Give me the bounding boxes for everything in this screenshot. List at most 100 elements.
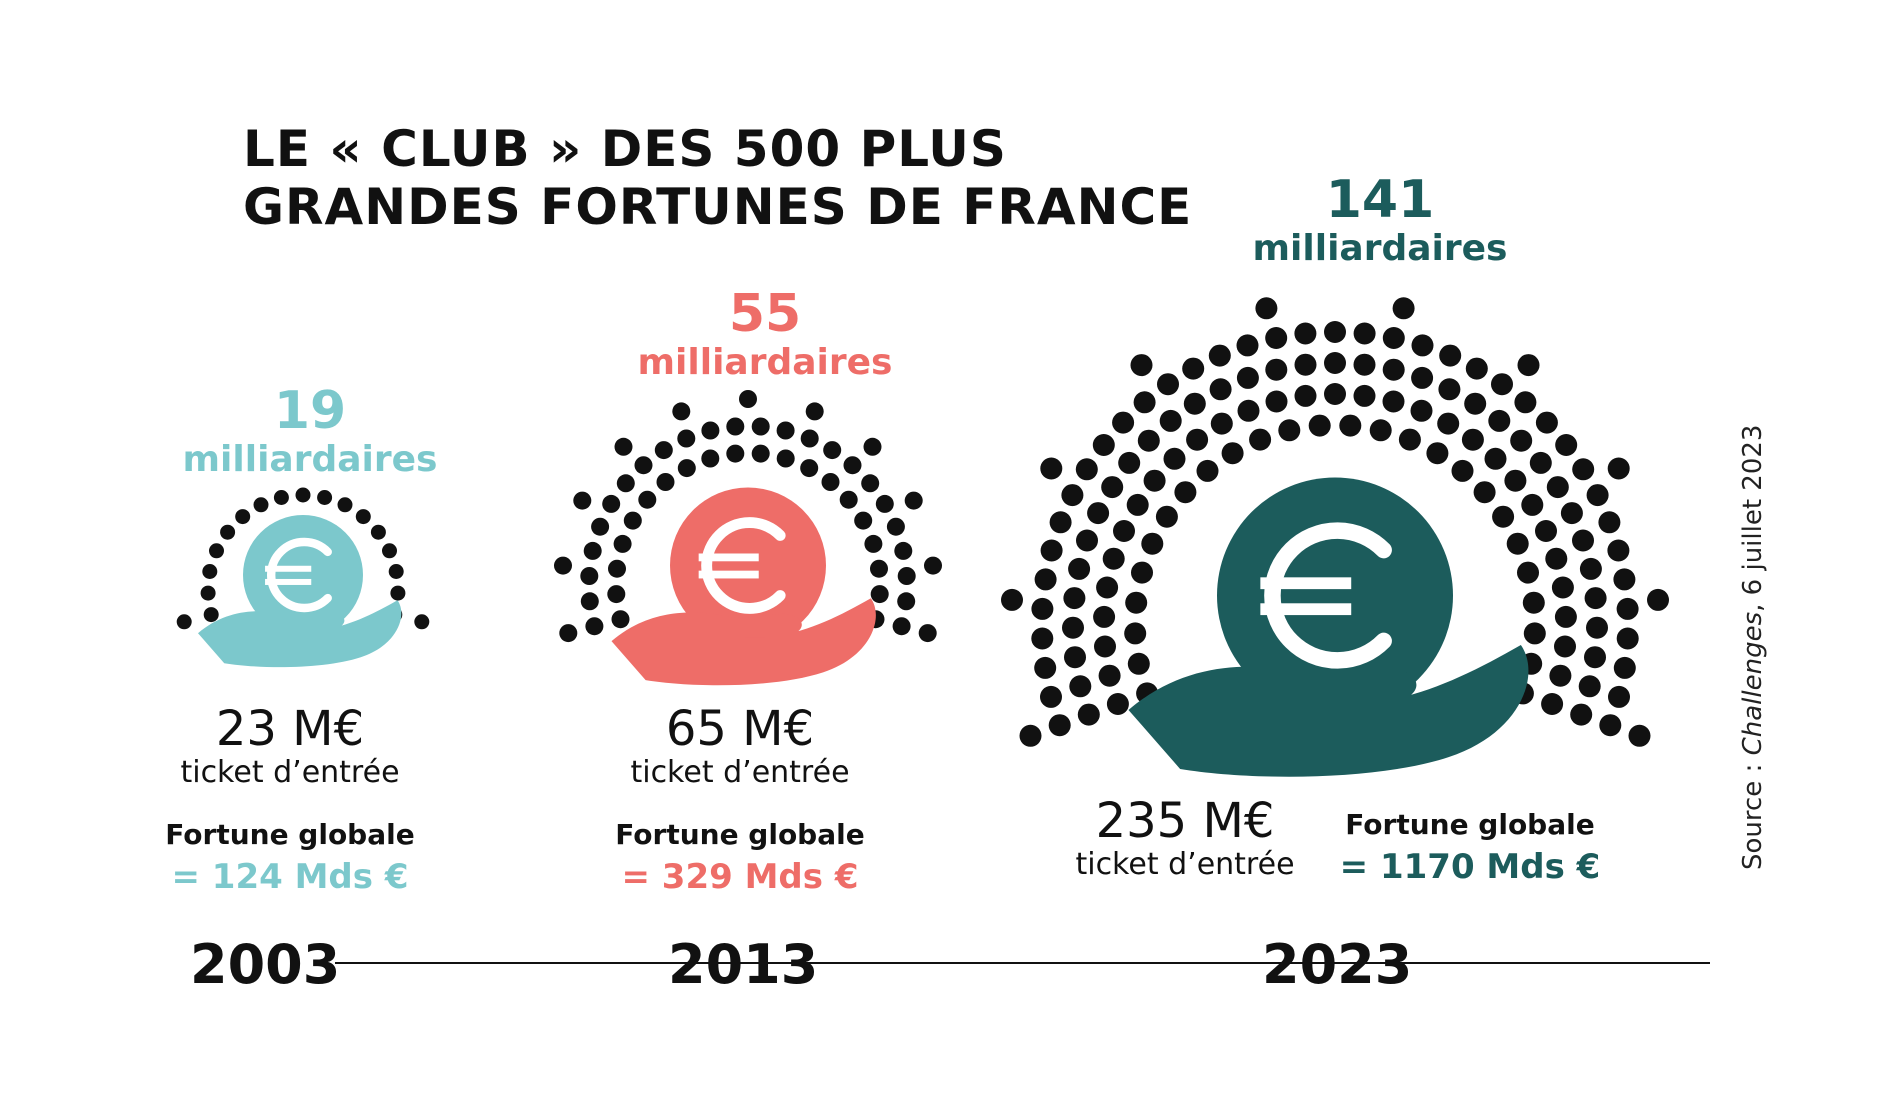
ticket-2013-caption: ticket d’entrée [630,754,850,790]
billionaire-dot-2023 [1236,366,1259,389]
billionaire-dot-2013 [800,429,819,448]
billionaire-dot-2013 [559,624,578,643]
billionaire-dot-2023 [1461,428,1484,451]
billionaire-dot-2023 [1549,664,1572,687]
billionaire-dot-2023 [1210,412,1233,435]
billionaire-dot-2013 [623,511,642,530]
billionaire-dot-2023 [1541,693,1564,715]
year-2013: 2013 [668,933,819,996]
billionaire-dot-2023 [1521,493,1544,516]
billionaire-dot-2023 [1182,357,1205,380]
title-line-2: GRANDES FORTUNES DE FRANCE [243,178,1193,236]
billionaire-dot-2023 [1554,605,1577,628]
billionaire-dot-2023 [1101,476,1124,499]
billionaire-dot-2023 [1209,378,1232,401]
count-2023: 141 milliardaires [1235,171,1525,269]
count-2013-number: 55 [728,284,802,344]
billionaire-dot-2023 [1570,703,1593,726]
billionaire-dot-2023 [1426,442,1449,465]
billionaire-dot-2023 [1599,714,1622,737]
billionaire-dot-2023 [1049,511,1072,534]
billionaire-dot-2023 [1237,399,1260,422]
billionaire-dot-2023 [1159,409,1182,432]
billionaire-dot-2003 [200,585,216,601]
billionaire-dot-2023 [1484,447,1507,470]
source-note: Source : Challenges, 6 juillet 2023 [1738,425,1768,870]
billionaire-dot-2013 [701,449,720,468]
billionaire-dot-2023 [1062,616,1084,639]
billionaire-dot-2023 [1514,391,1537,414]
billionaire-dot-2023 [1613,568,1636,591]
billionaire-dot-2023 [1118,451,1141,474]
year-2023: 2023 [1262,933,1413,996]
billionaire-dot-2023 [1141,532,1164,555]
billionaire-dot-2013 [672,402,691,421]
billionaire-dot-2013 [634,456,653,475]
billionaire-dot-2023 [1584,587,1607,610]
billionaire-dot-2023 [1157,373,1179,396]
billionaire-dot-2023 [1411,334,1434,357]
billionaire-dot-2023 [1578,675,1601,698]
billionaire-dot-2023 [1308,414,1331,437]
billionaire-dot-2023 [1546,476,1569,499]
ticket-2003: 23 M€ ticket d’entrée [150,703,430,789]
ticket-2003-value: 23 M€ [215,701,365,757]
billionaire-dot-2013 [602,494,621,513]
billionaire-dot-2013 [554,556,572,575]
billionaire-dot-2023 [1249,428,1272,451]
billionaire-dot-2023 [1127,652,1150,675]
billionaire-dot-2023 [1324,352,1346,374]
billionaire-dot-2023 [1491,373,1513,396]
billionaire-dot-2013 [638,490,657,509]
billionaire-dot-2023 [1411,366,1434,389]
billionaire-dot-2023 [1096,576,1119,599]
billionaire-dot-2023 [1040,539,1063,562]
billionaire-dot-2013 [614,437,633,456]
billionaire-dot-2003 [317,490,333,505]
billionaire-dot-2023 [1031,627,1054,650]
billionaire-dot-2023 [1523,622,1546,645]
billionaire-dot-2023 [1465,357,1488,380]
billionaire-dot-2023 [1031,597,1054,620]
billionaire-dot-2013 [776,421,795,440]
billionaire-dot-2023 [1174,481,1197,504]
billionaire-dot-2013 [854,511,873,530]
billionaire-dot-2023 [1535,411,1558,434]
billionaire-dot-2023 [1143,469,1166,492]
billionaire-dot-2013 [654,441,673,460]
billionaire-dot-2013 [751,417,770,436]
billionaire-dot-2013 [583,541,602,560]
billionaire-dot-2003 [337,497,353,513]
billionaire-dot-2023 [1196,459,1219,482]
billionaire-dot-2023 [1517,354,1540,377]
billionaire-dot-2023 [1410,399,1433,422]
billionaire-dot-2003 [209,543,224,559]
billionaire-dot-2023 [1607,457,1630,480]
billionaire-dot-2013 [886,517,905,536]
billionaire-dot-2023 [1125,591,1148,614]
source-publication: Challenges [1738,611,1768,756]
billionaire-dot-2023 [1464,392,1487,415]
billionaire-dot-2023 [1265,327,1288,349]
coin-2003 [243,515,363,635]
billionaire-dot-2013 [739,390,757,408]
billionaire-dot-2023 [1510,429,1533,452]
billionaire-dot-2013 [918,624,937,643]
billionaire-dot-2023 [1555,434,1578,456]
billionaire-dot-2023 [1034,568,1057,591]
billionaire-dot-2023 [1064,646,1086,669]
billionaire-dot-2023 [1517,561,1539,584]
billionaire-dot-2023 [1616,627,1639,650]
billionaire-dot-2013 [870,559,888,578]
billionaire-dot-2023 [1529,451,1552,474]
billionaire-dot-2013 [776,449,795,468]
billionaire-dot-2003 [390,585,406,601]
billionaire-dot-2003 [382,543,397,559]
billionaire-dot-2013 [677,459,696,478]
billionaire-dot-2023 [1092,434,1115,456]
hand-coin-icon-2003 [198,515,402,668]
billionaire-dot-2023 [1075,458,1098,481]
billionaire-dot-2023 [1560,502,1583,525]
